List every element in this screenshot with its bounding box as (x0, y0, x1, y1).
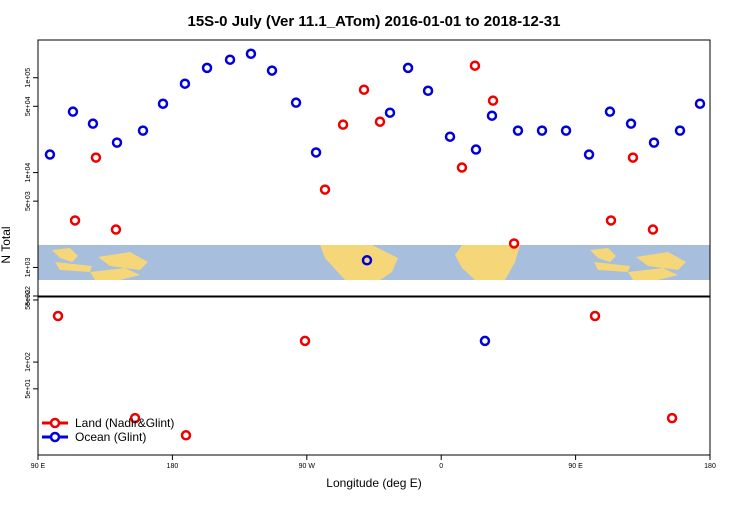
point (487, 95, 499, 106)
point (245, 48, 257, 60)
point (625, 118, 637, 129)
y-tick-label: 5e+04 (25, 96, 32, 116)
point (358, 84, 370, 95)
chart-title: 15S-0 July (Ver 11.1_ATom) 2016-01-01 to… (188, 13, 561, 30)
x-tick-label: 180 (704, 463, 716, 470)
point (456, 162, 468, 173)
point (605, 215, 617, 226)
point (87, 118, 99, 129)
point (536, 125, 548, 136)
point (512, 125, 524, 136)
point (647, 224, 659, 235)
legend-label: Land (Nadir&Glint) (75, 416, 174, 430)
point (201, 62, 213, 74)
y-tick-label: 5e+02 (25, 290, 32, 310)
point (648, 137, 660, 148)
x-tick-label: 90 E (31, 463, 46, 470)
point (110, 224, 122, 235)
point (157, 98, 169, 109)
y-tick-label: 1e+04 (25, 163, 32, 183)
point (179, 78, 191, 89)
point (69, 215, 81, 226)
y-tick-label: 5e+02 (25, 286, 32, 306)
y-axis-label: N Total (0, 226, 13, 263)
point (180, 430, 192, 441)
point (310, 147, 322, 158)
point (384, 107, 396, 118)
point (290, 97, 302, 108)
point (694, 98, 706, 109)
x-tick-label: 0 (439, 463, 443, 470)
legend-marker (49, 431, 61, 443)
point (52, 310, 64, 322)
point (337, 119, 349, 130)
point (560, 125, 572, 136)
point (44, 149, 56, 160)
point (589, 310, 601, 322)
point (627, 152, 639, 163)
point (224, 54, 236, 65)
point (361, 255, 373, 266)
y-tick-label: 1e+02 (25, 352, 32, 372)
point (90, 152, 102, 163)
point (266, 65, 278, 76)
point (674, 125, 686, 136)
point (486, 110, 498, 121)
point (469, 60, 481, 71)
point (137, 125, 149, 136)
point (67, 106, 79, 117)
legend-label: Ocean (Glint) (75, 430, 146, 444)
y-tick-label: 5e+03 (25, 191, 32, 211)
point (604, 106, 616, 117)
point (129, 412, 141, 424)
point (111, 137, 123, 148)
point (479, 335, 491, 347)
map-background (38, 245, 710, 280)
x-tick-label: 90 W (299, 463, 316, 470)
x-tick-label: 180 (167, 463, 179, 470)
point (422, 85, 434, 97)
point (583, 149, 595, 160)
point (402, 62, 414, 74)
point (374, 116, 386, 127)
point (444, 131, 456, 142)
point (319, 184, 331, 195)
legend-marker (49, 417, 61, 429)
x-tick-label: 90 E (568, 463, 583, 470)
point (666, 412, 678, 424)
point (508, 238, 520, 249)
panel-frame (37, 296, 711, 456)
panel-frame (37, 39, 711, 297)
x-axis-label: Longitude (deg E) (326, 476, 421, 490)
y-tick-label: 1e+05 (25, 68, 32, 88)
point (299, 335, 311, 347)
point (470, 144, 482, 155)
y-tick-label: 1e+03 (25, 258, 32, 278)
y-tick-label: 5e+01 (25, 379, 32, 399)
